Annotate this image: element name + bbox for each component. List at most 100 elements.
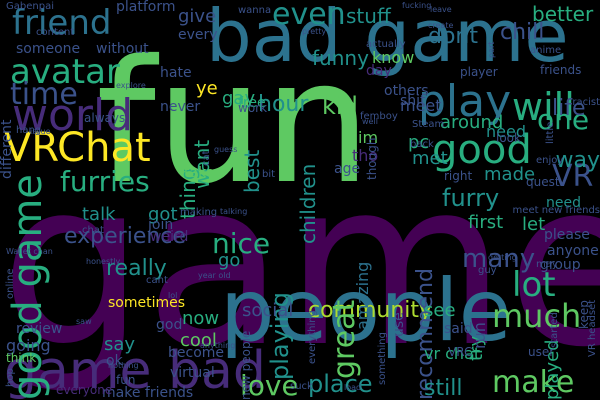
cloud-word: virtual	[170, 365, 215, 381]
cloud-word: say	[104, 334, 136, 355]
cloud-word: review	[16, 321, 63, 337]
cloud-word: god	[156, 317, 183, 333]
cloud-word: amazing	[353, 261, 372, 330]
cloud-word: children	[296, 163, 320, 244]
cloud-word: though	[365, 137, 379, 180]
cloud-word: life	[552, 96, 586, 121]
cloud-word: cant	[146, 275, 168, 286]
cloud-word: made	[484, 164, 536, 185]
cloud-word: user	[528, 345, 555, 359]
cloud-word: community	[308, 298, 433, 323]
cloud-word: sometimes	[108, 295, 186, 311]
cloud-word: bad game	[206, 0, 569, 78]
cloud-word: many	[462, 244, 536, 274]
cloud-word: free	[238, 95, 266, 111]
cloud-word: someone	[16, 41, 81, 57]
cloud-word: pc	[408, 132, 430, 153]
cloud-word: started	[549, 312, 560, 348]
cloud-word: need	[546, 195, 581, 211]
cloud-word: furries	[60, 165, 150, 198]
cloud-word: getting	[488, 253, 517, 262]
cloud-word: fun	[116, 373, 136, 387]
cloud-word: everything	[307, 310, 318, 364]
cloud-word: load	[344, 383, 362, 392]
cloud-word: meet	[400, 96, 442, 115]
cloud-word: now	[182, 308, 220, 329]
cloud-word: age	[334, 161, 361, 177]
cloud-word: platform	[116, 0, 176, 15]
cloud-word: explore	[116, 81, 146, 90]
cloud-word: go	[218, 250, 241, 271]
cloud-word: said	[444, 321, 473, 337]
cloud-word: Wallet chan	[6, 247, 53, 256]
cloud-word: something	[377, 332, 388, 385]
cloud-word: quest	[526, 175, 560, 189]
cloud-word: let	[522, 214, 546, 235]
cloud-word: hate	[160, 65, 192, 81]
cloud-word: talk	[82, 204, 116, 225]
cloud-word: guess	[214, 145, 238, 154]
cloud-word: make friends	[102, 385, 194, 400]
cloud-word: will	[512, 85, 575, 129]
cloud-word: making	[180, 207, 218, 218]
cloud-word: give	[178, 6, 217, 27]
cloud-word: stuff	[346, 4, 391, 28]
cloud-word: fucking	[402, 1, 432, 10]
cloud-word: weird	[150, 229, 189, 245]
cloud-word: day	[366, 63, 392, 79]
cloud-word: tho	[352, 146, 379, 165]
cloud-word: furry	[442, 184, 500, 212]
cloud-word: still	[424, 376, 463, 400]
cloud-word: vr chat	[424, 344, 481, 363]
cloud-word: experience	[64, 224, 186, 249]
cloud-word: racist	[572, 97, 600, 108]
cloud-word: VRChat	[4, 125, 151, 171]
cloud-word: lol	[168, 291, 178, 300]
cloud-word: different	[0, 119, 15, 179]
cloud-word: guy	[478, 265, 497, 276]
cloud-word: look	[496, 131, 521, 145]
cloud-word: make	[492, 365, 575, 400]
cloud-word: player	[460, 65, 498, 79]
cloud-word: please	[544, 227, 590, 243]
cloud-word: every	[178, 27, 218, 43]
cloud-word: place	[308, 370, 373, 398]
cloud-word: nothing	[108, 361, 139, 370]
cloud-word: cat	[201, 150, 212, 166]
cloud-word: meet new friends	[512, 205, 600, 216]
cloud-word: gay	[222, 88, 256, 109]
cloud-word: im	[358, 128, 379, 147]
cloud-word: without	[96, 41, 149, 57]
cloud-word: anything	[200, 341, 236, 350]
cloud-word: cool	[180, 330, 217, 351]
cloud-word: know	[372, 48, 415, 67]
cloud-word: create	[428, 21, 454, 30]
cloud-word: one	[537, 103, 590, 136]
cloud-word: VR	[552, 159, 594, 194]
cloud-word: join	[148, 217, 174, 233]
cloud-word: game	[0, 131, 600, 397]
cloud-word: chill	[500, 20, 545, 45]
cloud-word: honestly	[86, 257, 121, 266]
cloud-word: lot	[512, 265, 556, 305]
cloud-word: friends	[540, 63, 582, 77]
cloud-word: enjoy	[536, 155, 564, 166]
cloud-word: talking	[220, 207, 248, 216]
cloud-word: around	[440, 112, 504, 133]
cloud-word: femboy	[360, 111, 398, 122]
cloud-word: VR headset	[587, 299, 598, 357]
cloud-word: people	[220, 261, 512, 361]
cloud-word: world	[12, 90, 134, 141]
cloud-word: need	[486, 122, 526, 141]
cloud-word: online	[5, 268, 16, 299]
cloud-word: better	[532, 2, 594, 26]
cloud-word: ye	[196, 78, 218, 99]
cloud-word: dont	[428, 24, 478, 49]
cloud-word: VRC	[448, 345, 473, 359]
cloud-word: issue	[30, 127, 51, 136]
cloud-word: going	[6, 336, 51, 355]
cloud-word: good	[432, 127, 532, 173]
cloud-word: always	[84, 111, 126, 125]
cloud-word: first	[468, 212, 504, 233]
